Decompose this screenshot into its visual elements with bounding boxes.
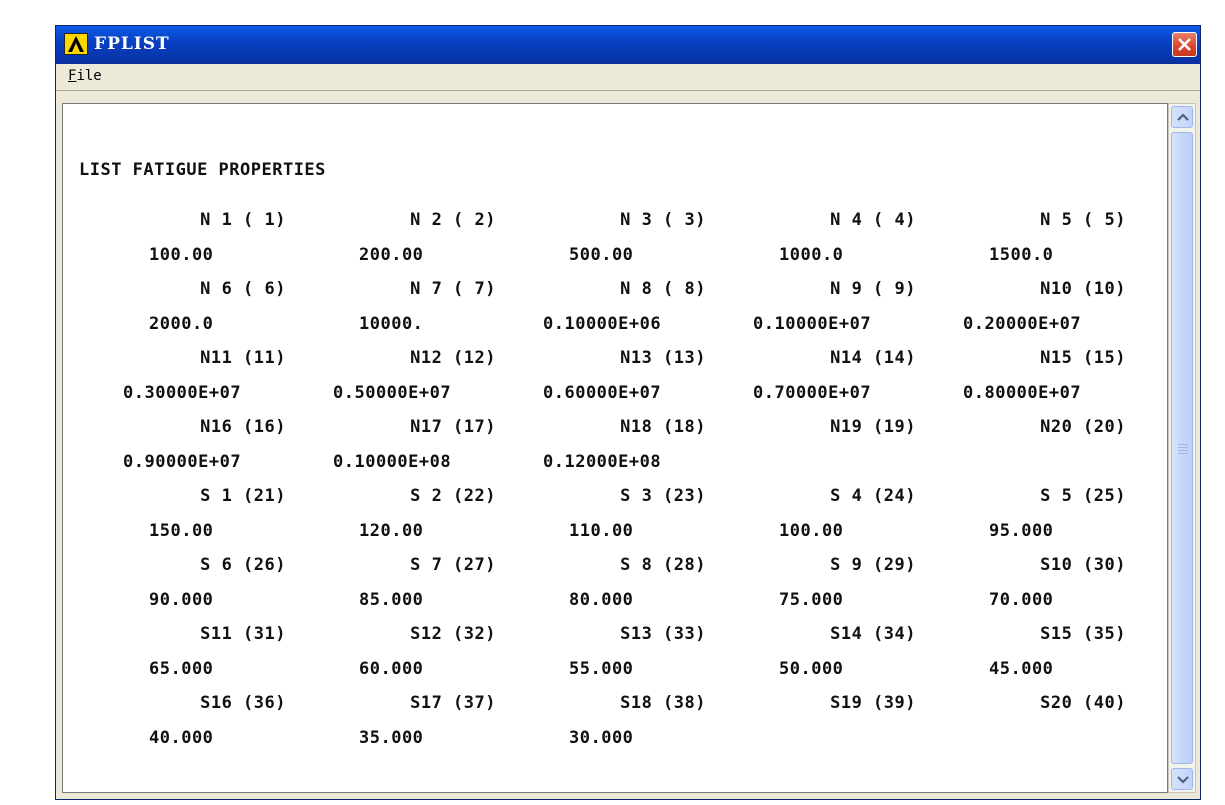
property-value: 200.00 <box>359 244 424 265</box>
property-label: S15 (35) <box>1040 624 1126 644</box>
property-value: 0.50000E+07 <box>333 382 452 403</box>
close-icon <box>1178 38 1191 51</box>
property-label: N 2 ( 2) <box>410 210 496 230</box>
property-value: 0.10000E+08 <box>333 451 452 472</box>
fplist-window: FPLIST File LIST FATIGUE PROPERTIES N 1 … <box>55 25 1201 800</box>
property-label: S12 (32) <box>410 624 496 644</box>
property-value: 150.00 <box>149 520 214 541</box>
property-value: 0.70000E+07 <box>753 382 872 403</box>
property-value: 1000.0 <box>779 244 844 265</box>
menu-bar: File <box>56 64 1200 91</box>
property-label: S 7 (27) <box>410 555 496 575</box>
property-label: S10 (30) <box>1040 555 1126 575</box>
property-label: N 5 ( 5) <box>1040 210 1126 230</box>
ansys-logo-icon <box>64 33 88 55</box>
property-value: 100.00 <box>149 244 214 265</box>
property-value: 85.000 <box>359 589 424 610</box>
property-label: S16 (36) <box>200 693 286 713</box>
thumb-grip-line <box>1178 453 1188 454</box>
property-value: 70.000 <box>989 589 1054 610</box>
property-label: N19 (19) <box>830 417 916 437</box>
menu-file-mnemonic: F <box>68 68 77 84</box>
property-value: 500.00 <box>569 244 634 265</box>
property-value: 0.12000E+08 <box>543 451 662 472</box>
property-label: N 6 ( 6) <box>200 279 286 299</box>
property-label: S13 (33) <box>620 624 706 644</box>
property-label: S 5 (25) <box>1040 486 1126 506</box>
property-label: N 3 ( 3) <box>620 210 706 230</box>
property-label: S19 (39) <box>830 693 916 713</box>
property-value: 0.60000E+07 <box>543 382 662 403</box>
menu-file-rest: ile <box>76 68 102 84</box>
listing-text-area[interactable]: LIST FATIGUE PROPERTIES N 1 ( 1) N 2 ( 2)… <box>62 103 1168 793</box>
scroll-down-arrow-icon <box>1177 776 1189 784</box>
close-button[interactable] <box>1172 32 1197 57</box>
property-label: N16 (16) <box>200 417 286 437</box>
property-label: N18 (18) <box>620 417 706 437</box>
property-label: S 3 (23) <box>620 486 706 506</box>
property-value: 80.000 <box>569 589 634 610</box>
listing-heading: LIST FATIGUE PROPERTIES <box>79 160 326 180</box>
property-label: N20 (20) <box>1040 417 1126 437</box>
property-value: 0.30000E+07 <box>123 382 242 403</box>
property-value: 120.00 <box>359 520 424 541</box>
property-value: 90.000 <box>149 589 214 610</box>
property-value: 0.90000E+07 <box>123 451 242 472</box>
property-label: S14 (34) <box>830 624 916 644</box>
property-label: S 1 (21) <box>200 486 286 506</box>
property-value: 100.00 <box>779 520 844 541</box>
property-label: N10 (10) <box>1040 279 1126 299</box>
property-value: 35.000 <box>359 727 424 748</box>
property-label: N 7 ( 7) <box>410 279 496 299</box>
property-label: N 4 ( 4) <box>830 210 916 230</box>
property-value: 110.00 <box>569 520 634 541</box>
property-label: N 1 ( 1) <box>200 210 286 230</box>
scroll-down-button[interactable] <box>1171 768 1193 790</box>
thumb-grip-line <box>1178 444 1188 445</box>
scroll-thumb[interactable] <box>1171 132 1193 764</box>
property-value: 95.000 <box>989 520 1054 541</box>
property-value: 65.000 <box>149 658 214 679</box>
property-value: 2000.0 <box>149 313 214 334</box>
property-label: N12 (12) <box>410 348 496 368</box>
thumb-grip-line <box>1178 450 1188 451</box>
property-value: 75.000 <box>779 589 844 610</box>
window-title: FPLIST <box>94 34 170 54</box>
property-value: 30.000 <box>569 727 634 748</box>
property-value: 0.10000E+06 <box>543 313 662 334</box>
property-label: N17 (17) <box>410 417 496 437</box>
menu-file[interactable]: File <box>68 68 102 84</box>
property-value: 60.000 <box>359 658 424 679</box>
title-bar[interactable]: FPLIST <box>56 26 1200 64</box>
property-label: N11 (11) <box>200 348 286 368</box>
property-label: S11 (31) <box>200 624 286 644</box>
property-label: S17 (37) <box>410 693 496 713</box>
property-label: N14 (14) <box>830 348 916 368</box>
thumb-grip-line <box>1178 447 1188 448</box>
property-label: S20 (40) <box>1040 693 1126 713</box>
property-value: 55.000 <box>569 658 634 679</box>
property-value: 0.20000E+07 <box>963 313 1082 334</box>
property-label: S 4 (24) <box>830 486 916 506</box>
property-value: 10000. <box>359 313 424 334</box>
property-label: N13 (13) <box>620 348 706 368</box>
property-label: N 8 ( 8) <box>620 279 706 299</box>
property-value: 0.10000E+07 <box>753 313 872 334</box>
vertical-scrollbar[interactable] <box>1168 103 1196 793</box>
property-value: 45.000 <box>989 658 1054 679</box>
property-label: N15 (15) <box>1040 348 1126 368</box>
property-label: S18 (38) <box>620 693 706 713</box>
property-value: 40.000 <box>149 727 214 748</box>
property-label: S 2 (22) <box>410 486 496 506</box>
property-value: 50.000 <box>779 658 844 679</box>
property-label: N 9 ( 9) <box>830 279 916 299</box>
property-value: 1500.0 <box>989 244 1054 265</box>
property-label: S 6 (26) <box>200 555 286 575</box>
scroll-up-button[interactable] <box>1171 106 1193 128</box>
scroll-up-arrow-icon <box>1177 113 1189 121</box>
property-label: S 9 (29) <box>830 555 916 575</box>
property-value: 0.80000E+07 <box>963 382 1082 403</box>
property-label: S 8 (28) <box>620 555 706 575</box>
